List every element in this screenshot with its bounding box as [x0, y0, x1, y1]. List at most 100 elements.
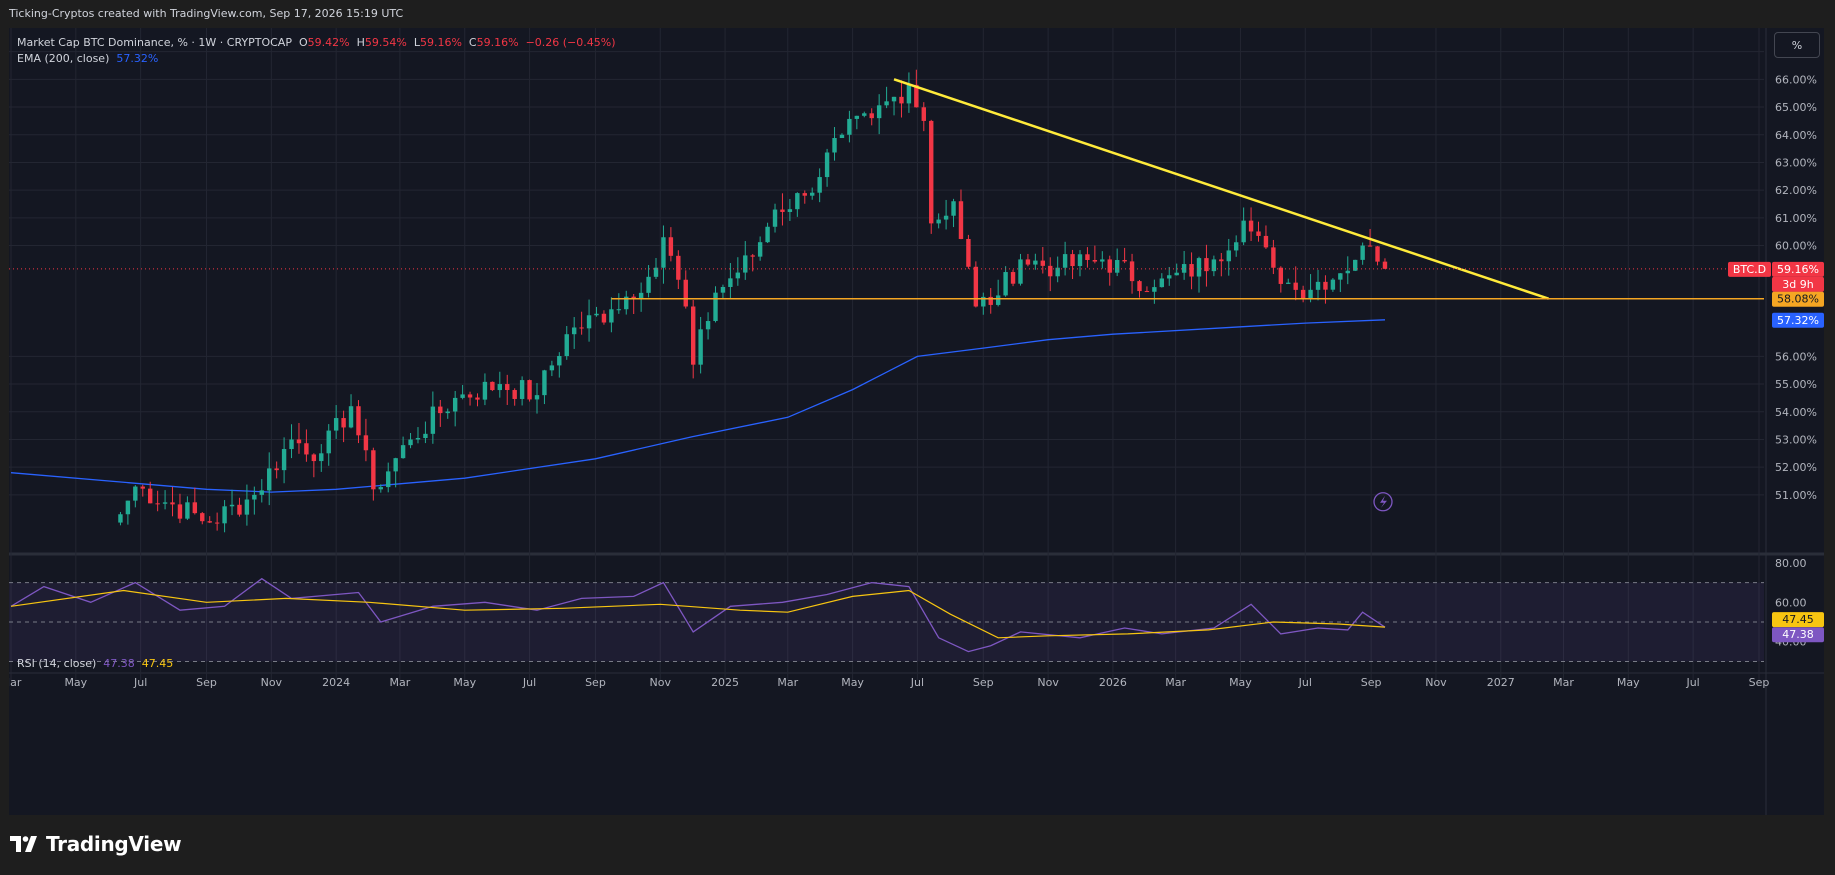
candle-body[interactable]: [549, 365, 555, 371]
candle-body[interactable]: [720, 286, 726, 293]
candle-body[interactable]: [1338, 273, 1343, 280]
candle-body[interactable]: [162, 502, 168, 504]
candle-body[interactable]: [929, 120, 934, 224]
candle-body[interactable]: [1315, 281, 1321, 290]
candle-body[interactable]: [743, 255, 748, 273]
candle-body[interactable]: [713, 292, 718, 322]
candle-body[interactable]: [765, 226, 770, 243]
candle-body[interactable]: [393, 458, 398, 472]
candle-body[interactable]: [319, 453, 324, 462]
candle-body[interactable]: [914, 84, 919, 108]
candle-body[interactable]: [452, 397, 458, 412]
candle-body[interactable]: [356, 406, 361, 436]
candle-body[interactable]: [757, 242, 763, 257]
candle-body[interactable]: [185, 502, 190, 519]
candle-body[interactable]: [795, 193, 800, 210]
candle-body[interactable]: [118, 514, 123, 523]
candle-body[interactable]: [475, 397, 480, 400]
candle-body[interactable]: [862, 113, 867, 116]
candle-body[interactable]: [386, 471, 391, 488]
candle-body[interactable]: [668, 237, 674, 256]
candle-body[interactable]: [281, 449, 287, 471]
candle-body[interactable]: [148, 488, 153, 504]
candle-body[interactable]: [363, 435, 369, 451]
candle-body[interactable]: [1367, 245, 1373, 247]
candle-body[interactable]: [847, 118, 852, 135]
candle-body[interactable]: [906, 84, 912, 104]
tradingview-logo[interactable]: TradingView: [10, 832, 182, 856]
candle-body[interactable]: [1181, 264, 1187, 273]
candle-body[interactable]: [787, 209, 793, 212]
candle-body[interactable]: [423, 433, 428, 438]
candle-body[interactable]: [326, 430, 331, 454]
candle-body[interactable]: [1129, 261, 1135, 282]
candle-body[interactable]: [1107, 259, 1112, 273]
candle-body[interactable]: [252, 494, 257, 500]
candle-body[interactable]: [1122, 260, 1127, 262]
candle-body[interactable]: [222, 506, 227, 524]
candle-body[interactable]: [943, 215, 949, 220]
candle-body[interactable]: [1085, 254, 1090, 260]
candle-body[interactable]: [1293, 282, 1298, 290]
candle-body[interactable]: [705, 321, 711, 330]
candle-body[interactable]: [1353, 259, 1358, 271]
candle-body[interactable]: [638, 292, 644, 299]
candle-body[interactable]: [1048, 265, 1053, 277]
candle-body[interactable]: [1300, 289, 1306, 299]
candle-body[interactable]: [415, 437, 421, 440]
candle-body[interactable]: [311, 454, 317, 462]
ema-legend-row[interactable]: EMA (200, close) 57.32%: [17, 51, 616, 67]
candle-body[interactable]: [400, 445, 406, 459]
candle-body[interactable]: [609, 309, 614, 323]
candle-body[interactable]: [237, 504, 242, 515]
candle-body[interactable]: [810, 192, 815, 196]
candle-body[interactable]: [1077, 254, 1083, 267]
candle-body[interactable]: [1226, 250, 1231, 262]
candle-body[interactable]: [333, 418, 339, 431]
candle-body[interactable]: [296, 439, 302, 444]
candle-body[interactable]: [244, 499, 250, 515]
candle-body[interactable]: [936, 219, 941, 224]
candle-body[interactable]: [817, 177, 822, 193]
candle-body[interactable]: [1167, 275, 1172, 279]
candle-body[interactable]: [1233, 242, 1239, 251]
candle-body[interactable]: [1010, 272, 1016, 284]
candle-body[interactable]: [1114, 260, 1120, 273]
candle-body[interactable]: [676, 255, 681, 280]
candle-body[interactable]: [192, 502, 198, 514]
candle-body[interactable]: [1248, 220, 1254, 232]
candle-body[interactable]: [1330, 279, 1336, 290]
candle-body[interactable]: [1152, 287, 1157, 292]
candle-body[interactable]: [1345, 270, 1350, 274]
candle-body[interactable]: [133, 486, 138, 501]
candle-body[interactable]: [1174, 272, 1179, 276]
candle-body[interactable]: [579, 327, 584, 329]
candle-body[interactable]: [1263, 235, 1269, 248]
candle-body[interactable]: [460, 394, 465, 398]
rsi-legend[interactable]: RSI (14, close) 47.38 47.45: [17, 657, 173, 670]
candle-body[interactable]: [981, 296, 986, 307]
candle-body[interactable]: [966, 238, 971, 267]
candle-body[interactable]: [371, 450, 376, 490]
candle-body[interactable]: [690, 306, 696, 365]
candle-body[interactable]: [467, 394, 473, 398]
candle-body[interactable]: [289, 439, 294, 450]
candle-body[interactable]: [728, 278, 733, 287]
candle-body[interactable]: [1219, 259, 1224, 262]
candle-body[interactable]: [505, 384, 510, 391]
candle-body[interactable]: [378, 487, 383, 490]
candle-body[interactable]: [631, 296, 636, 299]
candle-body[interactable]: [1144, 291, 1150, 293]
candle-body[interactable]: [1055, 267, 1060, 277]
candle-body[interactable]: [527, 380, 532, 400]
candle-body[interactable]: [1070, 254, 1075, 267]
candle-body[interactable]: [1360, 245, 1365, 260]
candle-body[interactable]: [542, 370, 547, 396]
candle-body[interactable]: [267, 468, 272, 491]
candle-body[interactable]: [438, 406, 443, 414]
candle-body[interactable]: [616, 309, 622, 311]
candle-body[interactable]: [661, 237, 666, 268]
candle-body[interactable]: [1375, 246, 1380, 262]
candle-body[interactable]: [1204, 258, 1209, 272]
candle-body[interactable]: [229, 504, 235, 507]
